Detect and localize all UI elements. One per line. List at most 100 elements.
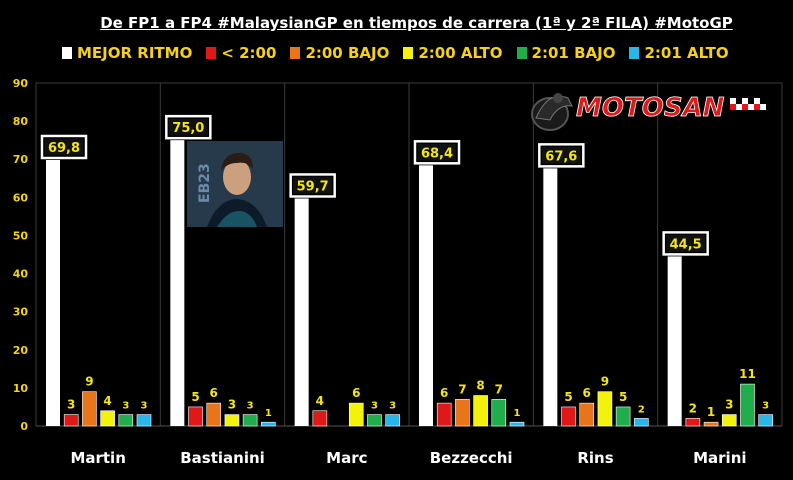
legend-item: 2:00 ALTO <box>403 44 503 62</box>
bar <box>561 406 576 427</box>
bar <box>367 414 382 427</box>
legend-item: 2:01 BAJO <box>516 44 616 62</box>
bar <box>312 410 328 427</box>
value-label: 7 <box>458 382 466 396</box>
bar <box>703 421 719 427</box>
value-label-box <box>662 231 709 256</box>
value-label-box-inner <box>416 142 458 162</box>
bar <box>667 256 682 426</box>
value-label: 1 <box>514 408 521 419</box>
bar <box>46 159 60 427</box>
y-tick-label: 80 <box>13 115 29 128</box>
bar <box>385 414 400 427</box>
bar <box>100 410 115 427</box>
value-label: 1 <box>707 405 715 419</box>
legend-swatch <box>206 47 217 59</box>
value-label-box <box>413 140 461 165</box>
rider-photo: EB23 <box>187 141 283 227</box>
value-label: 3 <box>67 398 75 412</box>
legend-item: 2:00 BAJO <box>290 44 389 62</box>
bar <box>579 402 595 427</box>
bar <box>740 383 755 427</box>
value-label: 5 <box>619 390 627 404</box>
bar <box>294 198 309 426</box>
value-label: 3 <box>122 401 129 412</box>
value-label: 3 <box>762 401 769 412</box>
bar <box>348 402 364 427</box>
y-tick-label: 30 <box>13 306 29 319</box>
category-label: Bezzecchi <box>430 449 513 467</box>
value-label-box-inner <box>43 137 85 157</box>
legend-label: 2:01 BAJO <box>531 44 616 62</box>
value-label: 59,7 <box>297 179 329 194</box>
bar <box>721 414 737 427</box>
value-label: 5 <box>564 390 572 404</box>
bar <box>473 395 488 427</box>
value-label: 2 <box>689 401 697 415</box>
motosan-logo: MOTOSAN <box>531 93 766 131</box>
bar <box>242 414 258 427</box>
category-label: Marini <box>693 449 746 467</box>
y-tick-label: 20 <box>13 344 29 357</box>
value-label: 9 <box>85 375 93 389</box>
bar <box>685 418 701 427</box>
bar <box>419 165 433 426</box>
value-label: 3 <box>247 401 254 412</box>
legend: MEJOR RITMO < 2:00 2:00 BAJO 2:00 ALTO 2:01 … <box>62 44 729 62</box>
bar <box>206 402 222 427</box>
bar <box>261 421 276 427</box>
value-label: 3 <box>228 398 236 412</box>
value-label: 69,8 <box>48 141 80 156</box>
bar <box>491 399 507 427</box>
value-label-box <box>165 114 212 140</box>
legend-label: < 2:00 <box>221 44 277 62</box>
value-label: 75,0 <box>172 121 204 136</box>
value-label: 44,5 <box>670 237 702 252</box>
bar <box>455 399 470 427</box>
y-tick-label: 0 <box>20 420 28 433</box>
value-label-box-inner <box>665 233 707 254</box>
bar <box>509 421 525 427</box>
bar <box>188 406 203 427</box>
legend-item: MEJOR RITMO <box>62 44 192 62</box>
value-label-box-inner <box>540 145 582 165</box>
bar <box>63 414 79 427</box>
legend-swatch <box>403 47 414 59</box>
legend-swatch <box>290 47 301 59</box>
bar <box>136 414 152 427</box>
y-tick-label: 10 <box>13 382 29 395</box>
y-tick-label: 70 <box>13 153 29 166</box>
value-label-box <box>538 143 585 168</box>
bar <box>634 418 649 427</box>
value-label: 3 <box>725 398 733 412</box>
bar <box>436 402 452 427</box>
value-label: 3 <box>371 401 378 412</box>
photo-text: EB23 <box>197 163 213 203</box>
legend-label: 2:00 BAJO <box>305 44 390 62</box>
value-label: 1 <box>265 408 272 419</box>
value-label: 4 <box>103 394 111 408</box>
legend-swatch <box>62 47 72 59</box>
legend-swatch <box>516 47 527 59</box>
y-tick-label: 50 <box>13 229 29 242</box>
value-label: 6 <box>210 386 218 400</box>
value-label-box-inner <box>292 175 334 196</box>
value-label: 2 <box>638 404 645 415</box>
y-tick-label: 90 <box>13 77 29 90</box>
checkered-flag-icon <box>730 98 766 110</box>
category-label: Marc <box>326 449 367 467</box>
value-label: 68,4 <box>421 146 453 161</box>
legend-item: < 2:00 <box>206 44 276 62</box>
bar <box>170 140 185 426</box>
category-label: Bastianini <box>180 449 265 467</box>
value-label: 7 <box>495 382 503 396</box>
motorbike-icon <box>531 93 573 131</box>
legend-swatch <box>629 47 640 59</box>
legend-item: 2:01 ALTO <box>629 44 729 62</box>
category-label: Rins <box>577 449 613 467</box>
bar <box>758 414 773 427</box>
logo-text: MOTOSAN <box>576 93 725 123</box>
value-label: 3 <box>389 401 396 412</box>
bar <box>118 414 134 427</box>
